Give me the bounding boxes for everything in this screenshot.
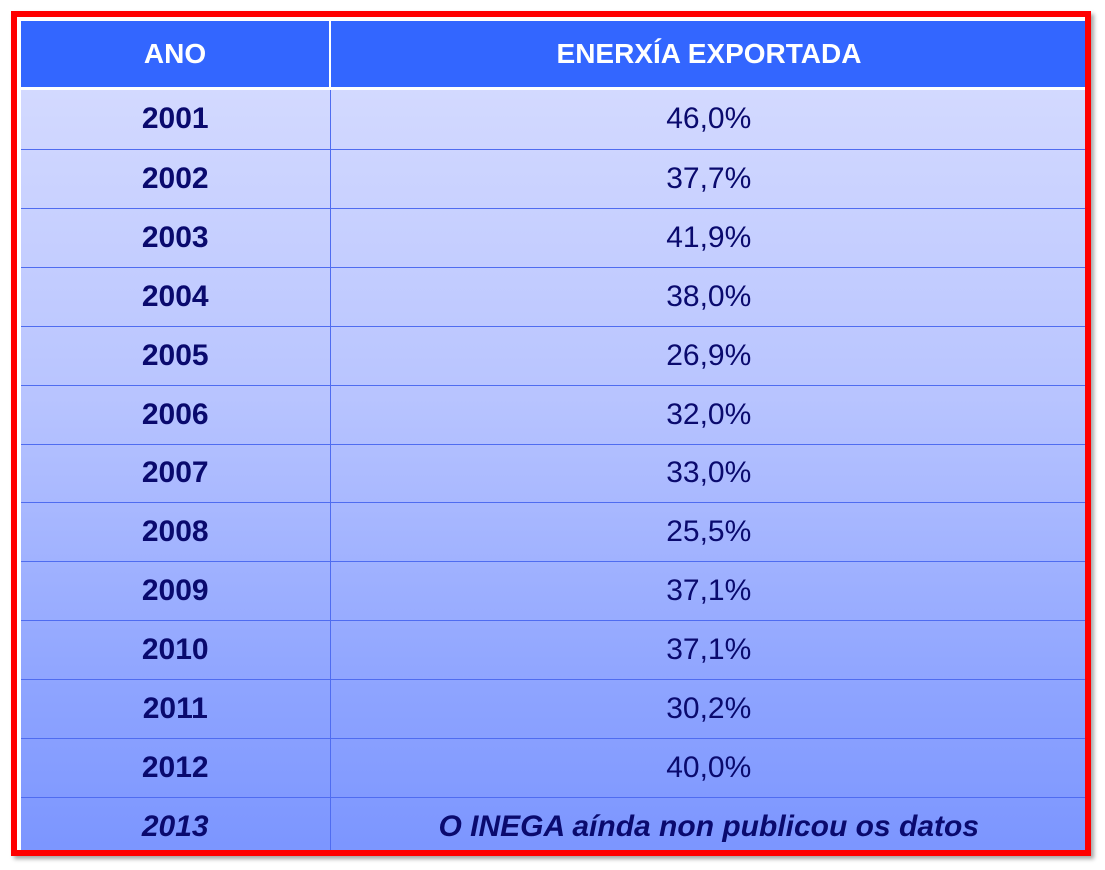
- value-cell: 37,1%: [330, 620, 1085, 680]
- table-row: 2010 37,1%: [21, 620, 1085, 680]
- year-cell: 2007: [21, 443, 331, 503]
- year-cell: 2005: [21, 325, 331, 386]
- value-cell: 41,9%: [330, 207, 1085, 268]
- year-cell: 2011: [21, 679, 331, 739]
- table-row: 2012 40,0%: [21, 738, 1085, 798]
- table-row: 2007 33,0%: [21, 443, 1085, 503]
- year-cell: 2008: [21, 502, 331, 562]
- table-header-row: ANO ENERXÍA EXPORTADA: [21, 21, 1085, 89]
- year-cell: 2006: [21, 384, 331, 444]
- value-cell: 40,0%: [330, 738, 1085, 798]
- header-year: ANO: [21, 21, 331, 89]
- table-row: 2005 26,9%: [21, 325, 1085, 386]
- value-cell: 33,0%: [330, 443, 1085, 503]
- table-row: 2002 37,7%: [21, 148, 1085, 209]
- value-cell: 25,5%: [330, 502, 1085, 562]
- year-cell: 2002: [21, 148, 331, 209]
- year-cell: 2001: [21, 88, 331, 150]
- table-row: 2003 41,9%: [21, 207, 1085, 268]
- table-row: 2001 46,0%: [21, 88, 1085, 150]
- table-row: 2008 25,5%: [21, 502, 1085, 562]
- value-cell: 30,2%: [330, 679, 1085, 739]
- year-cell: 2003: [21, 207, 331, 268]
- year-cell: 2010: [21, 620, 331, 680]
- value-cell: 37,1%: [330, 561, 1085, 621]
- year-cell: 2012: [21, 738, 331, 798]
- table-row: 2009 37,1%: [21, 561, 1085, 621]
- year-cell: 2009: [21, 561, 331, 621]
- energy-export-table: ANO ENERXÍA EXPORTADA 2001 46,0% 2002 37…: [21, 21, 1085, 850]
- table-row-note: 2013 O INEGA aínda non publicou os datos: [21, 797, 1085, 850]
- note-cell: O INEGA aínda non publicou os datos: [330, 797, 1085, 850]
- value-cell: 46,0%: [330, 88, 1085, 150]
- table-frame: ANO ENERXÍA EXPORTADA 2001 46,0% 2002 37…: [11, 11, 1091, 856]
- value-cell: 32,0%: [330, 384, 1085, 444]
- header-energy-exported: ENERXÍA EXPORTADA: [330, 21, 1085, 89]
- value-cell: 37,7%: [330, 148, 1085, 209]
- table-row: 2011 30,2%: [21, 679, 1085, 739]
- year-cell: 2004: [21, 266, 331, 327]
- table-row: 2006 32,0%: [21, 384, 1085, 444]
- year-cell: 2013: [21, 797, 331, 850]
- value-cell: 26,9%: [330, 325, 1085, 386]
- table-row: 2004 38,0%: [21, 266, 1085, 327]
- value-cell: 38,0%: [330, 266, 1085, 327]
